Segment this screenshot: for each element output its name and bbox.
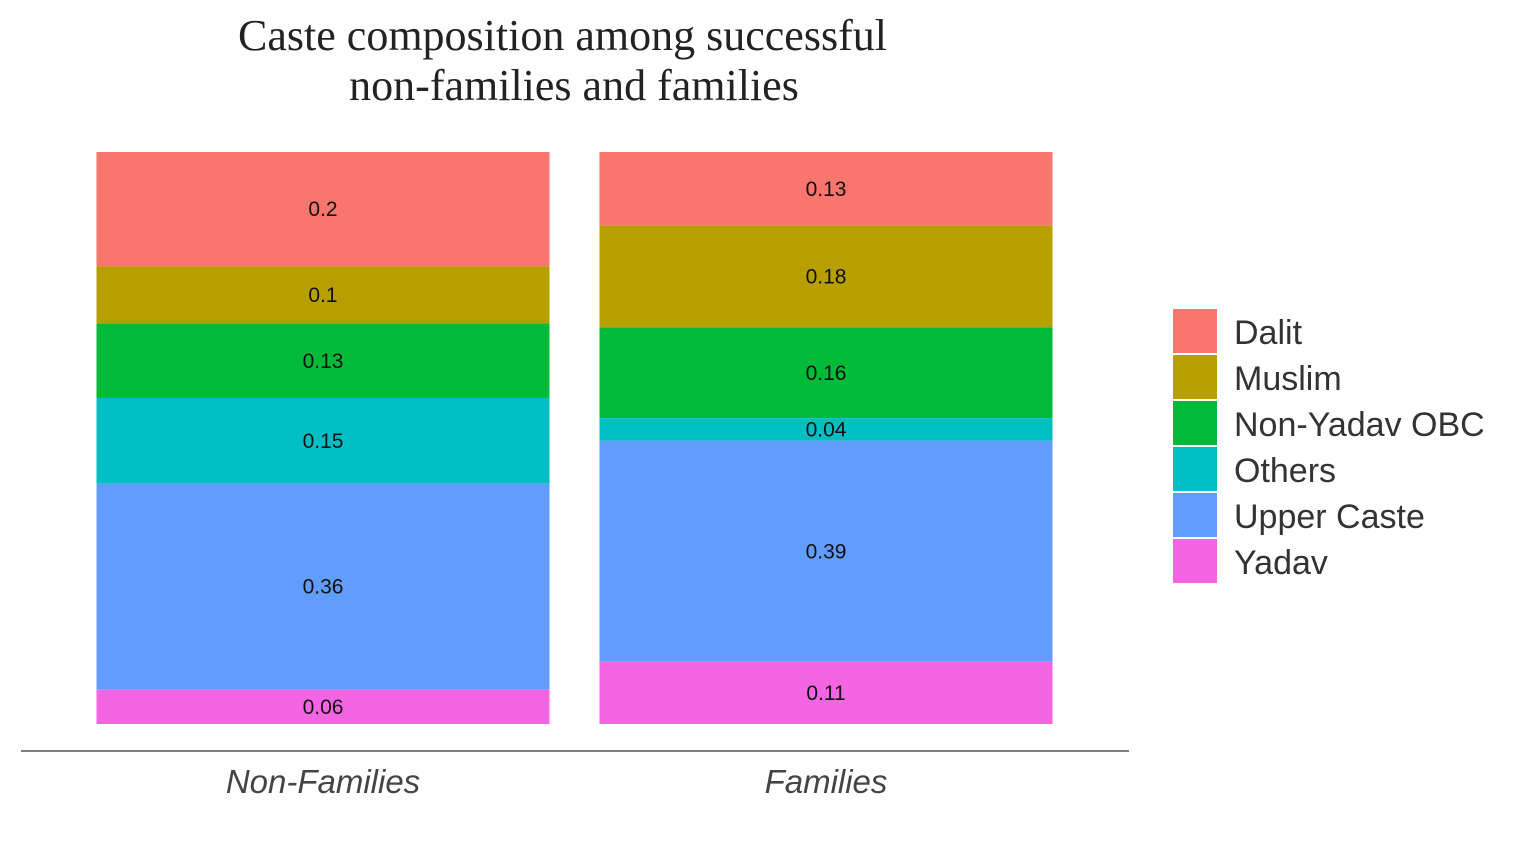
legend-label-dalit: Dalit (1234, 314, 1303, 352)
bar-segment-families-dalit (599, 152, 1053, 226)
legend: Dalit Muslim Non-Yadav OBC Others Upper Cast… (1173, 309, 1485, 583)
bar-segment-non-families-dalit (96, 152, 550, 267)
legend-key-non-yadav-obc (1173, 401, 1217, 445)
bar-segment-families-upper-caste (599, 440, 1053, 662)
legend-key-yadav (1173, 539, 1217, 583)
data-label-non-families-non-yadav-obc: 0.13 (303, 350, 344, 373)
bar-segment-non-families-muslim (96, 266, 550, 324)
legend-key-dalit (1173, 309, 1217, 353)
bar-segment-families-muslim (599, 225, 1053, 328)
legend-label-muslim: Muslim (1234, 360, 1342, 398)
data-label-non-families-upper-caste: 0.36 (303, 576, 344, 599)
chart-title-line-1: Caste composition among successful (238, 11, 887, 60)
legend-label-others: Others (1234, 452, 1336, 490)
legend-label-upper-caste: Upper Caste (1234, 498, 1425, 536)
data-label-non-families-yadav: 0.06 (303, 696, 344, 719)
x-axis-ticks: Non-Families Families (226, 763, 888, 800)
legend-label-non-yadav-obc: Non-Yadav OBC (1234, 406, 1485, 444)
bars-layer: 0.2 0.1 0.13 0.15 0.36 0.06 0.13 0.18 0.16 0.04 0.… (96, 152, 1053, 724)
data-label-families-yadav: 0.11 (806, 682, 845, 705)
data-label-families-dalit: 0.13 (806, 178, 847, 201)
data-label-families-muslim: 0.18 (806, 266, 847, 289)
bar-segment-non-families-non-yadav-obc (96, 323, 550, 398)
bar-segment-non-families-yadav (96, 689, 550, 724)
x-tick-label-families: Families (765, 763, 888, 800)
bar-segment-families-others (599, 418, 1053, 441)
data-label-families-upper-caste: 0.39 (806, 540, 847, 563)
legend-key-muslim (1173, 355, 1217, 399)
chart-title: Caste composition among successful non-f… (238, 11, 898, 110)
legend-key-others (1173, 447, 1217, 491)
data-label-families-non-yadav-obc: 0.16 (806, 362, 847, 385)
bar-segment-families-non-yadav-obc (599, 327, 1053, 419)
chart-title-line-2: non-families and families (349, 61, 799, 110)
x-tick-label-non-families: Non-Families (226, 763, 420, 800)
bar-segment-non-families-upper-caste (96, 483, 550, 690)
legend-label-yadav: Yadav (1234, 544, 1328, 582)
data-label-non-families-others: 0.15 (303, 430, 344, 453)
legend-key-upper-caste (1173, 493, 1217, 537)
data-label-non-families-dalit: 0.2 (308, 198, 337, 221)
bar-segment-non-families-others (96, 397, 550, 484)
bar-segment-families-yadav (599, 661, 1053, 724)
data-label-non-families-muslim: 0.1 (308, 284, 337, 307)
data-label-families-others: 0.04 (806, 419, 847, 442)
